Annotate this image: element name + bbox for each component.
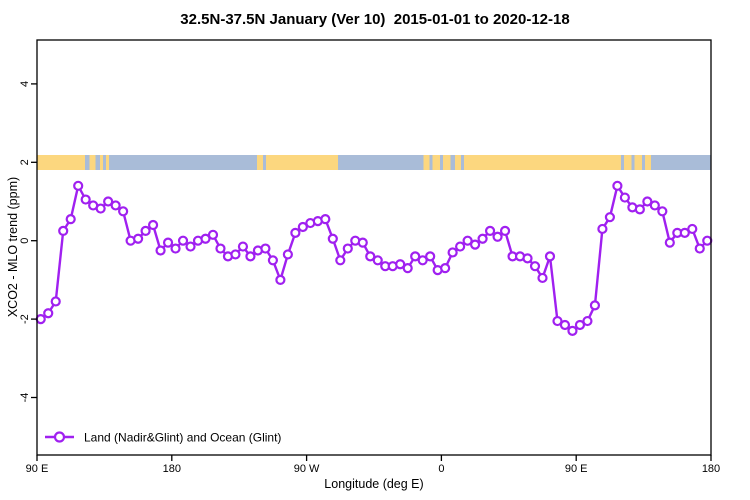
svg-text:180: 180 — [163, 463, 181, 475]
svg-text:0: 0 — [19, 238, 31, 244]
legend: Land (Nadir&Glint) and Ocean (Glint) — [45, 431, 281, 445]
svg-text:180: 180 — [702, 463, 720, 475]
svg-text:-4: -4 — [19, 393, 31, 403]
svg-text:4: 4 — [19, 81, 31, 87]
svg-text:90 W: 90 W — [294, 463, 320, 475]
chart-title: 32.5N-37.5N January (Ver 10) 2015-01-01 … — [180, 11, 570, 28]
data-series-line — [35, 180, 713, 336]
svg-text:-2: -2 — [19, 314, 31, 324]
svg-text:90 E: 90 E — [565, 463, 588, 475]
x-axis-label: Longitude (deg E) — [324, 477, 424, 491]
legend-marker-icon — [53, 431, 66, 443]
svg-text:0: 0 — [438, 463, 444, 475]
svg-text:2: 2 — [19, 159, 31, 165]
land-ocean-band — [37, 154, 711, 170]
legend-label: Land (Nadir&Glint) and Ocean (Glint) — [84, 431, 281, 445]
svg-text:90 E: 90 E — [26, 463, 49, 475]
axes-and-ticks: 90 E 180 90 W 0 90 E 180 -4 -2 0 2 4 — [19, 39, 720, 475]
